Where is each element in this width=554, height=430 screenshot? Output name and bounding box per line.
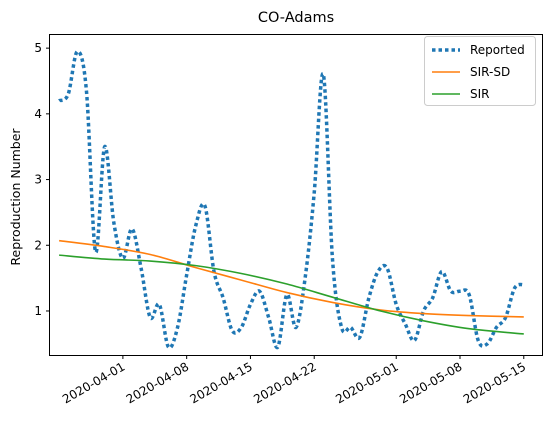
chart-title: CO-Adams: [258, 10, 334, 26]
x-tick-label: 2020-04-15: [187, 359, 254, 406]
x-tick-label: 2020-04-22: [251, 359, 318, 406]
x-tick-label: 2020-05-08: [397, 359, 464, 406]
y-axis: 1 2 3 4 5: [34, 41, 50, 318]
y-tick-label: 3: [34, 173, 42, 187]
y-tick-label: 1: [34, 304, 42, 318]
y-tick-label: 2: [34, 238, 42, 252]
legend-label-sir-sd: SIR-SD: [470, 65, 510, 79]
series-line-reported: [58, 49, 525, 350]
x-tick-label: 2020-04-08: [124, 359, 191, 406]
x-tick-label: 2020-05-15: [461, 359, 528, 406]
x-tick-label: 2020-05-01: [333, 359, 400, 406]
series-line-sir: [59, 254, 524, 335]
legend-label-sir: SIR: [470, 87, 490, 101]
legend-box: [424, 36, 536, 106]
legend-label-reported: Reported: [470, 43, 525, 57]
legend: Reported SIR-SD SIR: [424, 36, 536, 106]
plot-frame: [49, 34, 543, 356]
series-layer: [58, 49, 525, 350]
y-tick-label: 4: [34, 107, 42, 121]
y-tick-label: 5: [34, 41, 42, 55]
x-tick-label: 2020-04-01: [60, 359, 127, 406]
x-axis: 2020-04-012020-04-082020-04-152020-04-22…: [60, 355, 528, 406]
series-line-sir-sd: [59, 239, 524, 318]
y-axis-label: Reproduction Number: [8, 128, 23, 266]
